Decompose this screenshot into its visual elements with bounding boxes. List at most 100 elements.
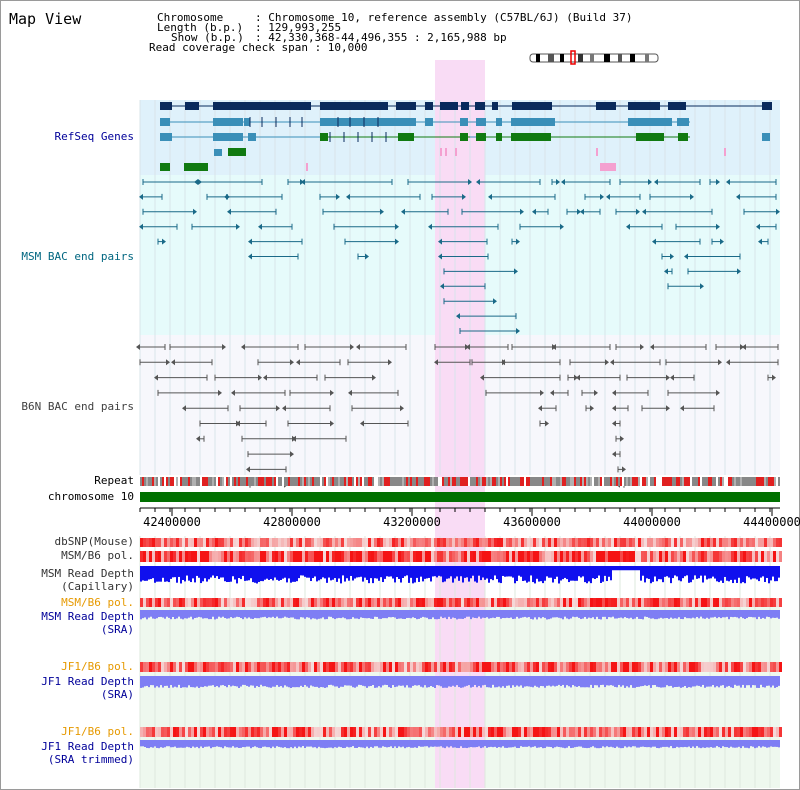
gene-exon [511,118,555,126]
polymorphism-mark [554,662,557,672]
track-label-b6n-bac[interactable]: B6N BAC end pairs [21,400,134,413]
polymorphism-mark [695,598,698,607]
polymorphism-mark [545,551,548,562]
track-label-jf1-depth-trimmed[interactable]: JF1 Read Depth [41,740,134,753]
polymorphism-mark [395,727,398,737]
read-depth-bar [282,610,284,618]
track-label-dbsnp[interactable]: dbSNP(Mouse) [54,535,134,548]
polymorphism-mark [179,598,182,607]
polymorphism-mark [593,598,596,607]
read-depth-bar [474,610,476,618]
polymorphism-mark [491,727,494,737]
read-depth-bar [354,566,356,579]
read-depth-bar [238,610,240,618]
length-key: Length (b.p.) [157,21,244,34]
read-depth-bar [222,676,224,686]
read-depth-bar [448,566,450,579]
track-label-refseq[interactable]: RefSeq Genes [54,130,134,143]
track-label-repeat[interactable]: Repeat [94,474,134,487]
track-label-jf1-b6-pol[interactable]: JF1/B6 pol. [61,660,134,673]
polymorphism-mark [584,662,587,672]
read-depth-bar [680,566,682,582]
read-depth-bar [572,676,574,686]
track-label-msm-b6-pol-sra[interactable]: MSM/B6 pol. [61,596,134,609]
track-label-msm-depth-capillary[interactable]: MSM Read Depth [41,567,134,580]
read-depth-bar [600,566,602,583]
polymorphism-mark [311,727,314,737]
repeat-mark [688,477,690,486]
read-depth-bar [270,610,272,618]
read-depth-bar [378,740,380,748]
polymorphism-mark [383,727,386,737]
polymorphism-mark [752,551,755,562]
polymorphism-mark [746,538,749,547]
polymorphism-mark [761,538,764,547]
read-depth-bar [224,566,226,582]
read-depth-bar [600,676,602,686]
read-depth-bar [526,566,528,583]
bac-end-arrow [700,283,704,290]
read-depth-bar [774,610,776,618]
read-depth-bar [182,610,184,620]
repeat-mark [514,477,516,486]
read-depth-bar [354,740,356,748]
read-depth-bar [190,740,192,749]
read-depth-bar [624,676,626,688]
polymorphism-mark [320,538,323,547]
polymorphism-mark [242,538,245,547]
read-depth-bar [218,610,220,617]
gene-exon [160,133,172,141]
read-depth-bar [614,740,616,749]
track-label-jf1-b6-pol-2[interactable]: JF1/B6 pol. [61,725,134,738]
read-depth-bar [392,566,394,579]
bac-end-arrow [520,208,524,215]
polymorphism-mark [557,551,560,562]
read-depth-bar [146,610,148,620]
polymorphism-mark [425,662,428,672]
bac-end-arrow [456,313,460,320]
polymorphism-mark [404,727,407,737]
repeat-mark [520,477,522,486]
track-label-msm-bac[interactable]: MSM BAC end pairs [21,250,134,263]
read-depth-bar [562,610,564,620]
repeat-mark [682,477,684,486]
read-depth-bar [748,740,750,749]
read-depth-bar [216,610,218,619]
read-depth-bar [554,610,556,618]
polymorphism-mark [680,727,683,737]
read-depth-bar [566,566,568,580]
polymorphism-mark [182,538,185,547]
track-label-msm-b6-pol[interactable]: MSM/B6 pol. [61,549,134,562]
polymorphism-mark [764,551,767,562]
read-depth-bar [484,740,486,747]
polymorphism-mark [680,538,683,547]
track-label-jf1-depth-sra[interactable]: JF1 Read Depth [41,675,134,688]
track-label-msm-depth-sra[interactable]: MSM Read Depth [41,610,134,623]
read-depth-bar [256,610,258,619]
polymorphism-mark [230,538,233,547]
bac-end-arrow [434,359,438,366]
bac-end-arrow [600,193,604,200]
polymorphism-mark [659,551,662,562]
polymorphism-mark [173,538,176,547]
read-depth-bar [714,740,716,748]
polymorphism-mark [692,598,695,607]
read-depth-bar [508,566,510,577]
read-depth-bar [342,610,344,618]
polymorphism-mark [479,598,482,607]
polymorphism-mark [458,551,461,562]
polymorphism-mark [560,551,563,562]
polymorphism-mark [668,598,671,607]
read-depth-bar [556,566,558,577]
polymorphism-mark [740,727,743,737]
read-depth-bar [518,676,520,687]
bac-end-arrow [468,179,472,185]
read-depth-bar [682,676,684,688]
gene-exon [320,133,328,141]
read-depth-bar [186,676,188,688]
read-depth-bar [342,676,344,687]
bac-end-arrow [605,359,609,366]
read-depth-bar [200,566,202,584]
read-depth-bar [592,676,594,688]
